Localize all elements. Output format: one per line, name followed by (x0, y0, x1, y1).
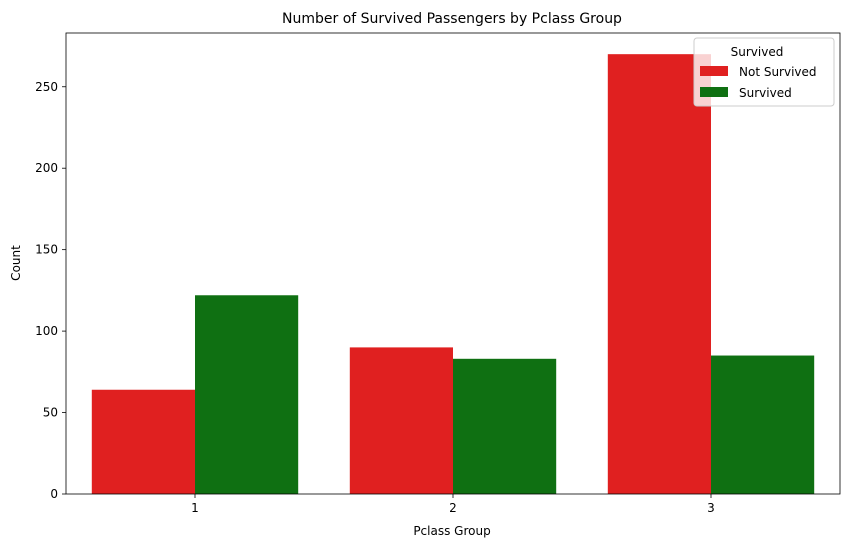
plot-frame (65, 32, 841, 495)
x-tick-label: 3 (707, 501, 715, 515)
bar-survived-class-3 (711, 355, 815, 494)
y-tick-label: 250 (35, 80, 58, 94)
bar-not-survived-class-1 (91, 389, 195, 494)
legend: Survived Not Survived Survived (693, 37, 835, 107)
x-tick-label: 2 (449, 501, 457, 515)
y-axis-label: Count (9, 245, 23, 281)
x-axis: 1 2 3 (191, 494, 715, 515)
bars-group (91, 54, 815, 495)
y-tick-label: 50 (43, 406, 58, 420)
legend-title: Survived (731, 45, 784, 59)
legend-label-survived: Survived (739, 86, 792, 100)
y-axis: 0 50 100 150 200 250 (35, 80, 66, 501)
bar-survived-class-2 (453, 358, 557, 494)
y-tick-label: 200 (35, 161, 58, 175)
bar-not-survived-class-3 (607, 54, 711, 495)
y-tick-label: 0 (50, 487, 58, 501)
legend-label-not-survived: Not Survived (739, 65, 817, 79)
bar-survived-class-1 (195, 295, 299, 494)
y-tick-label: 150 (35, 243, 58, 257)
legend-swatch-survived (700, 87, 728, 97)
legend-swatch-not-survived (700, 66, 728, 76)
y-tick-label: 100 (35, 324, 58, 338)
x-axis-label: Pclass Group (413, 524, 490, 538)
x-tick-label: 1 (191, 501, 199, 515)
legend-box (693, 37, 835, 107)
chart-title: Number of Survived Passengers by Pclass … (282, 11, 622, 27)
bar-not-survived-class-2 (349, 347, 453, 494)
